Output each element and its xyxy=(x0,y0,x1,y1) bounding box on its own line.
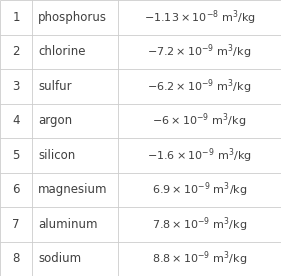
Text: $-1.13\times10^{-8}$ m$^3$/kg: $-1.13\times10^{-8}$ m$^3$/kg xyxy=(144,8,255,26)
Text: phosphorus: phosphorus xyxy=(38,11,107,24)
Text: 7: 7 xyxy=(12,218,20,231)
Text: aluminum: aluminum xyxy=(38,218,98,231)
Text: 8: 8 xyxy=(12,252,20,265)
Text: $7.8\times10^{-9}$ m$^3$/kg: $7.8\times10^{-9}$ m$^3$/kg xyxy=(152,215,247,233)
Text: sulfur: sulfur xyxy=(38,80,72,93)
Text: 2: 2 xyxy=(12,45,20,58)
Text: chlorine: chlorine xyxy=(38,45,85,58)
Text: $8.8\times10^{-9}$ m$^3$/kg: $8.8\times10^{-9}$ m$^3$/kg xyxy=(152,250,247,268)
Text: silicon: silicon xyxy=(38,149,75,162)
Text: magnesium: magnesium xyxy=(38,183,107,196)
Text: $-6\times10^{-9}$ m$^3$/kg: $-6\times10^{-9}$ m$^3$/kg xyxy=(152,112,247,130)
Text: sodium: sodium xyxy=(38,252,81,265)
Text: $-1.6\times10^{-9}$ m$^3$/kg: $-1.6\times10^{-9}$ m$^3$/kg xyxy=(147,146,252,164)
Text: 5: 5 xyxy=(12,149,20,162)
Text: 4: 4 xyxy=(12,114,20,127)
Text: 3: 3 xyxy=(12,80,20,93)
Text: 1: 1 xyxy=(12,11,20,24)
Text: $-6.2\times10^{-9}$ m$^3$/kg: $-6.2\times10^{-9}$ m$^3$/kg xyxy=(148,77,251,95)
Text: $6.9\times10^{-9}$ m$^3$/kg: $6.9\times10^{-9}$ m$^3$/kg xyxy=(152,181,247,199)
Text: argon: argon xyxy=(38,114,72,127)
Text: 6: 6 xyxy=(12,183,20,196)
Text: $-7.2\times10^{-9}$ m$^3$/kg: $-7.2\times10^{-9}$ m$^3$/kg xyxy=(148,43,251,61)
